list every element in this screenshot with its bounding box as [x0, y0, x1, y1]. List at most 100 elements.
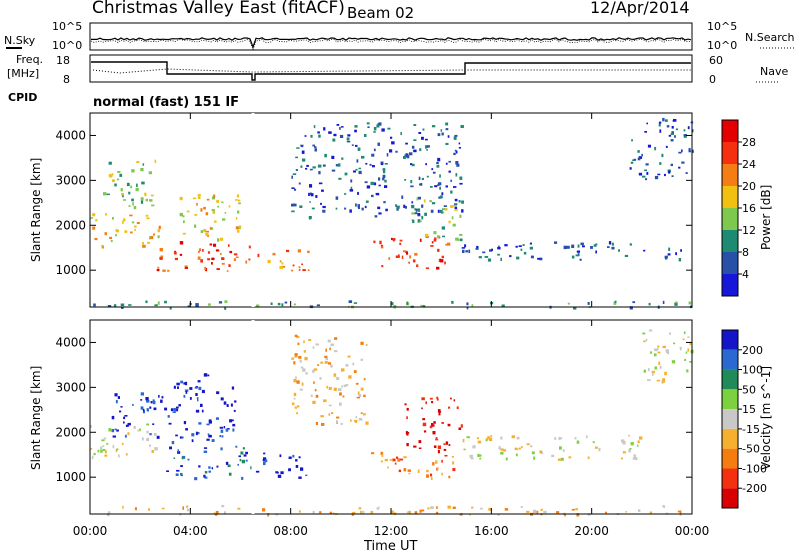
heatmap-cell	[197, 432, 200, 435]
heatmap-cell	[571, 244, 575, 248]
heatmap-cell	[671, 175, 674, 177]
heatmap-cell	[204, 476, 208, 479]
heatmap-cell	[157, 235, 160, 239]
heatmap-cell	[149, 433, 152, 436]
heatmap-cell	[187, 305, 191, 307]
heatmap-cell	[382, 174, 386, 178]
velocity-heatmap	[90, 329, 694, 517]
heatmap-cell	[484, 256, 489, 258]
heatmap-cell	[405, 431, 408, 435]
heatmap-cell	[541, 452, 544, 454]
heatmap-cell	[207, 258, 211, 261]
heatmap-cell	[571, 255, 575, 259]
heatmap-cell	[387, 127, 391, 130]
heatmap-cell	[458, 427, 462, 430]
heatmap-cell	[137, 429, 140, 432]
heatmap-cell	[425, 163, 427, 166]
heatmap-cell	[360, 358, 363, 361]
heatmap-cell	[331, 412, 334, 415]
nsky-right-bottom: 10^0	[707, 39, 737, 52]
heatmap-cell	[121, 306, 124, 309]
heatmap-cell	[529, 242, 532, 245]
colorbar-segment	[722, 349, 738, 370]
heatmap-cell	[228, 472, 232, 476]
heatmap-cell	[364, 181, 368, 184]
heatmap-cell	[200, 230, 204, 233]
heatmap-cell	[643, 369, 646, 373]
heatmap-cell	[411, 204, 415, 209]
heatmap-cell	[158, 394, 160, 398]
heatmap-cell	[200, 403, 203, 407]
heatmap-cell	[363, 378, 366, 381]
heatmap-cell	[130, 231, 133, 234]
heatmap-cell	[324, 361, 328, 364]
heatmap-cell	[140, 406, 144, 410]
heatmap-cell	[275, 471, 279, 474]
heatmap-cell	[150, 235, 154, 240]
heatmap-cell	[293, 392, 297, 397]
heatmap-cell	[148, 508, 150, 511]
heatmap-cell	[518, 245, 522, 247]
heatmap-cell	[198, 465, 201, 468]
heatmap-cell	[448, 444, 451, 446]
heatmap-cell	[425, 267, 430, 270]
heatmap-cell	[241, 459, 245, 464]
heatmap-cell	[154, 447, 158, 451]
heatmap-cell	[345, 384, 349, 386]
heatmap-cell	[220, 397, 224, 401]
heatmap-cell	[344, 193, 347, 195]
power-heatmap	[90, 117, 694, 310]
heatmap-cell	[213, 243, 217, 247]
heatmap-cell	[560, 437, 563, 440]
heatmap-cell	[262, 508, 266, 512]
heatmap-cell	[520, 506, 523, 508]
heatmap-cell	[154, 159, 157, 163]
heatmap-cell	[207, 251, 211, 254]
heatmap-cell	[180, 474, 183, 477]
heatmap-cell	[453, 152, 456, 156]
heatmap-cell	[630, 442, 634, 446]
heatmap-cell	[308, 216, 312, 219]
heatmap-cell	[263, 457, 267, 461]
heatmap-cell	[459, 214, 462, 218]
heatmap-cell	[114, 183, 117, 187]
heatmap-cell	[651, 370, 655, 374]
heatmap-cell	[662, 378, 666, 381]
heatmap-cell	[315, 394, 319, 398]
heatmap-cell	[382, 177, 385, 181]
heatmap-cell	[301, 150, 305, 154]
heatmap-cell	[149, 236, 151, 240]
heatmap-cell	[647, 379, 651, 382]
heatmap-cell	[366, 185, 371, 189]
heatmap-cell	[419, 183, 423, 186]
heatmap-cell	[647, 144, 651, 148]
heatmap-cell	[598, 447, 601, 452]
heatmap-cell	[303, 350, 306, 353]
heatmap-cell	[186, 508, 190, 512]
heatmap-cell	[381, 163, 384, 166]
heatmap-cell	[638, 509, 641, 512]
heatmap-cell	[673, 342, 676, 345]
heatmap-cell	[134, 225, 137, 228]
heatmap-cell	[102, 445, 105, 447]
heatmap-cell	[567, 302, 570, 305]
heatmap-cell	[238, 225, 242, 228]
heatmap-cell	[355, 144, 358, 147]
heatmap-cell	[301, 263, 303, 266]
heatmap-cell	[437, 235, 440, 238]
heatmap-cell	[384, 458, 388, 462]
heatmap-cell	[350, 186, 353, 190]
heatmap-cell	[339, 392, 342, 396]
heatmap-cell	[152, 423, 155, 425]
heatmap-cell	[149, 199, 153, 202]
heatmap-cell	[405, 153, 408, 156]
heatmap-cell	[142, 410, 145, 414]
heatmap-cell	[213, 194, 216, 198]
heatmap-cell	[90, 448, 93, 450]
heatmap-cell	[236, 194, 239, 198]
heatmap-cell	[242, 447, 245, 450]
heatmap-cell	[125, 453, 128, 456]
heatmap-cell	[220, 447, 223, 451]
heatmap-cell	[181, 436, 184, 439]
heatmap-cell	[393, 305, 397, 307]
